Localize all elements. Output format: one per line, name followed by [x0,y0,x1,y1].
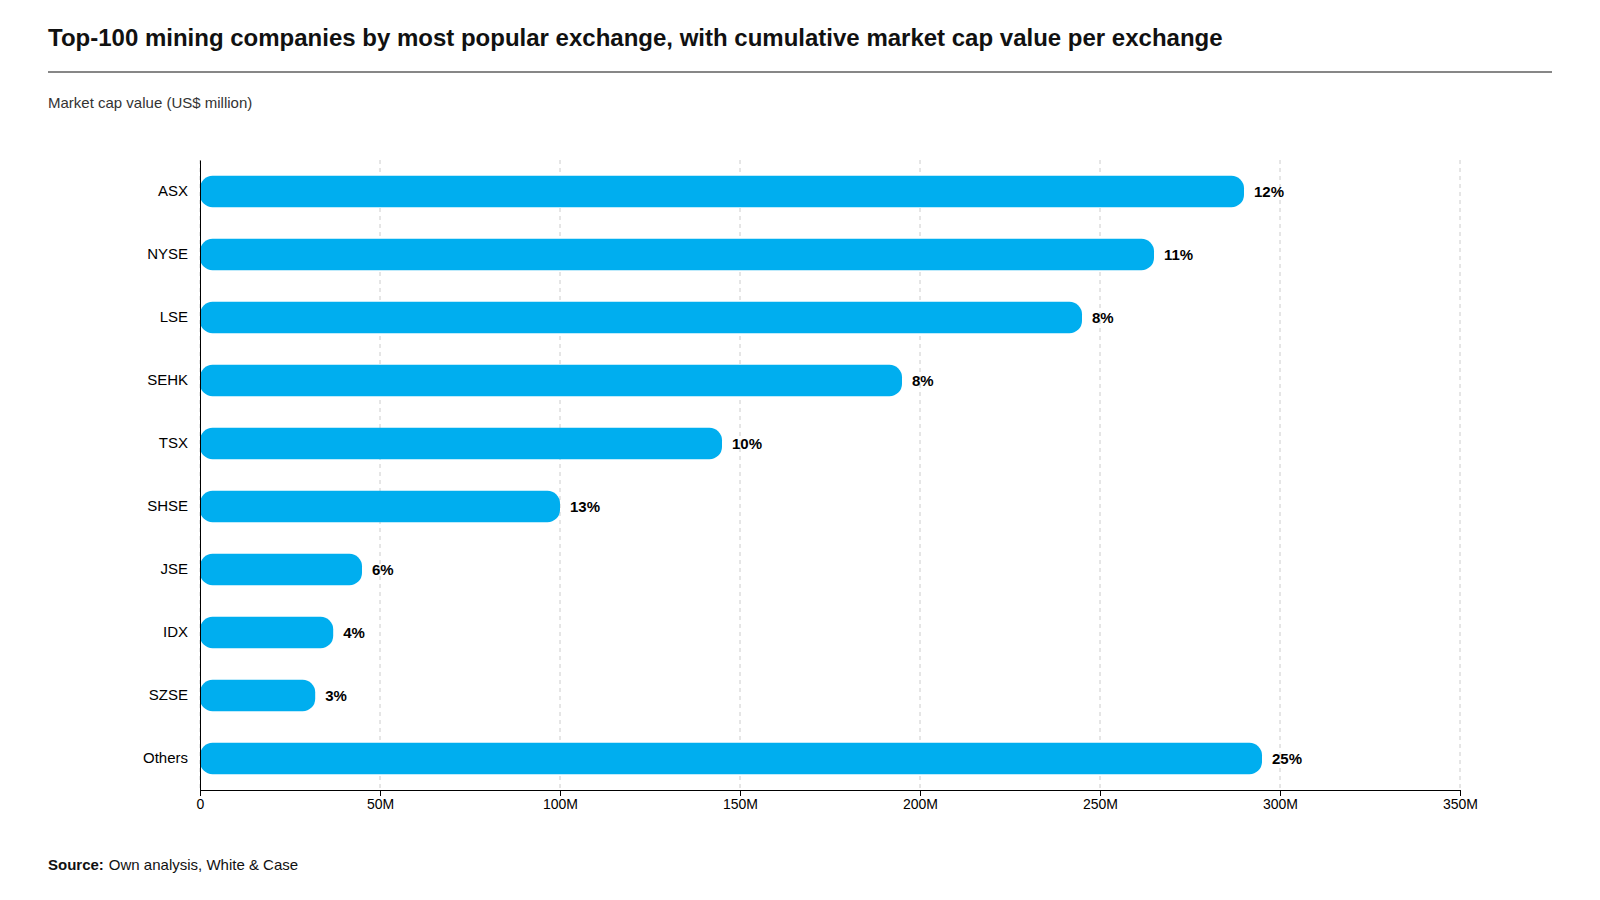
grid-line [1460,160,1461,790]
bar [200,176,1244,208]
tick-label: SZSE [149,686,188,703]
percentage-label: 3% [325,687,347,704]
percentage-label: 6% [372,561,394,578]
plot: 12% 11% 8% 8% 10% 13% 6% 4% 3% 25% 0 50M 100M 150M 200… [143,160,1478,812]
x-tick: 100M [543,790,578,812]
tick-label: 0 [197,796,205,812]
y-axis: ASX NYSE LSE SEHK TSX SHSE JSE IDX SZSE Others [143,161,201,791]
x-tick: 300M [1263,790,1298,812]
tick-label: 350M [1443,796,1478,812]
percentage-label: 12% [1254,183,1284,200]
source-text: Source: [48,856,104,873]
percentage-label: 25% [1272,750,1302,767]
bar [200,554,362,586]
x-tick: 0 [197,790,205,812]
bar [200,743,1262,775]
tick-label: ASX [158,182,188,199]
tick-label: JSE [160,560,188,577]
y-tick: NYSE [147,245,200,262]
tick-label: 100M [543,796,578,812]
bar [200,365,902,397]
tick-label: LSE [160,308,188,325]
x-tick: 50M [367,790,394,812]
percentage-label: 4% [343,624,365,641]
x-tick: 350M [1443,790,1478,812]
percentage-label: 8% [912,372,934,389]
y-tick: JSE [160,560,200,577]
source: Source: Own analysis, White & Case [48,856,298,873]
x-tick: 150M [723,790,758,812]
tick-label: SEHK [147,371,188,388]
bars [200,176,1262,775]
y-tick: SEHK [147,371,200,388]
x-axis: 0 50M 100M 150M 200M 250M 300M 350M [197,790,1478,812]
tick-label: 150M [723,796,758,812]
bar [200,239,1154,271]
y-tick: ASX [158,182,200,199]
grid [200,160,1460,790]
tick-label: 250M [1083,796,1118,812]
subtitle: Market cap value (US$ million) [48,94,252,111]
x-tick: 200M [903,790,938,812]
y-tick: LSE [160,308,200,325]
tick-label: SHSE [147,497,188,514]
y-tick: TSX [159,434,200,451]
percentage-labels: 12% 11% 8% 8% 10% 13% 6% 4% 3% 25% [325,183,1302,767]
tick-label: NYSE [147,245,188,262]
title-rule [48,71,1552,72]
bar [200,302,1082,334]
y-tick: SZSE [149,686,200,703]
tick-label: TSX [159,434,188,451]
tick-label: IDX [163,623,188,640]
tick-label: 300M [1263,796,1298,812]
axis-line [200,161,201,791]
bar [200,680,315,712]
bar [200,428,722,460]
grid-line [1280,160,1281,790]
percentage-label: 8% [1092,309,1114,326]
grid-line [200,160,201,790]
bar [200,491,560,523]
tick-label: Others [143,749,188,766]
x-tick: 250M [1083,790,1118,812]
tick-label: 200M [903,796,938,812]
tick-label: 50M [367,796,394,812]
bar [200,617,333,649]
percentage-label: 11% [1164,246,1193,263]
title: Top-100 mining companies by most popular… [48,24,1223,51]
source-text: Own analysis, White & Case [109,856,298,873]
percentage-label: 10% [732,435,762,452]
y-tick: SHSE [147,497,200,514]
percentage-label: 13% [570,498,600,515]
chart: Top-100 mining companies by most popular… [0,0,1600,900]
y-tick: Others [143,749,200,766]
y-tick: IDX [163,623,200,640]
